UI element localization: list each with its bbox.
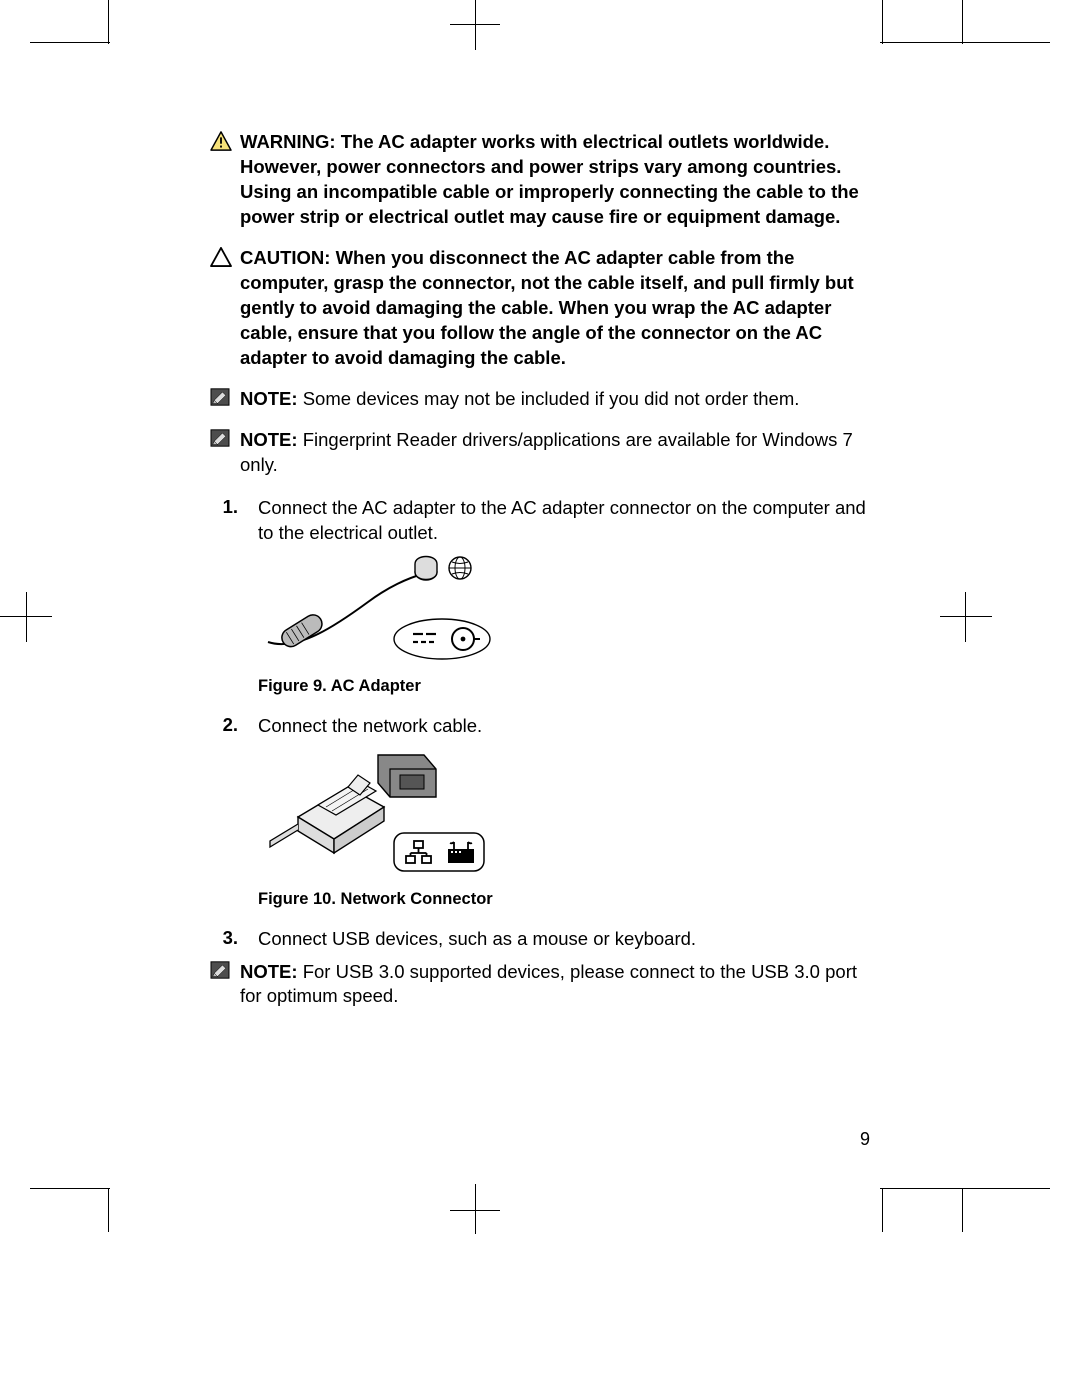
crop-mark — [962, 1188, 963, 1232]
step-2: 2. Connect the network cable. — [210, 714, 870, 739]
step-3-number: 3. — [210, 927, 258, 949]
caution-text: CAUTION: When you disconnect the AC adap… — [240, 246, 870, 371]
note2-label: NOTE: — [240, 429, 298, 450]
step-2-text: Connect the network cable. — [258, 714, 870, 739]
step-3-text: Connect USB devices, such as a mouse or … — [258, 927, 870, 952]
figure-9 — [258, 554, 870, 669]
step-3: 3. Connect USB devices, such as a mouse … — [210, 927, 870, 952]
note3-block: NOTE: For USB 3.0 supported devices, ple… — [210, 960, 870, 1010]
warning-block: WARNING: The AC adapter works with elect… — [210, 130, 870, 230]
note1-body: Some devices may not be included if you … — [298, 388, 800, 409]
note2-text: NOTE: Fingerprint Reader drivers/applica… — [240, 428, 870, 478]
crop-mark — [940, 616, 992, 617]
note2-body: Fingerprint Reader drivers/applications … — [240, 429, 853, 475]
crop-mark — [26, 592, 27, 642]
crop-mark — [960, 1188, 1050, 1189]
note-icon — [210, 428, 240, 452]
figure-9-caption: Figure 9. AC Adapter — [258, 677, 870, 696]
note-icon — [210, 387, 240, 411]
figure-10 — [258, 747, 870, 882]
crop-mark — [960, 42, 1050, 43]
crop-mark — [880, 42, 960, 43]
crop-mark — [108, 1188, 109, 1232]
warning-text: WARNING: The AC adapter works with elect… — [240, 130, 870, 230]
step-2-number: 2. — [210, 714, 258, 736]
crop-mark — [882, 0, 883, 44]
note3-body: For USB 3.0 supported devices, please co… — [240, 961, 857, 1007]
warning-label: WARNING: — [240, 131, 336, 152]
step-1-text: Connect the AC adapter to the AC adapter… — [258, 496, 870, 546]
note1-block: NOTE: Some devices may not be included i… — [210, 387, 870, 412]
crop-mark — [880, 1188, 960, 1189]
crop-mark — [108, 0, 109, 44]
note1-label: NOTE: — [240, 388, 298, 409]
step-1: 1. Connect the AC adapter to the AC adap… — [210, 496, 870, 546]
figure-10-caption: Figure 10. Network Connector — [258, 890, 870, 909]
crop-mark — [30, 1188, 110, 1189]
caution-block: CAUTION: When you disconnect the AC adap… — [210, 246, 870, 371]
page-number: 9 — [860, 1129, 870, 1150]
step-1-number: 1. — [210, 496, 258, 518]
note3-label: NOTE: — [240, 961, 298, 982]
crop-mark — [882, 1188, 883, 1232]
note3-text: NOTE: For USB 3.0 supported devices, ple… — [240, 960, 870, 1010]
crop-mark — [475, 0, 476, 50]
crop-mark — [30, 42, 110, 43]
crop-mark — [962, 0, 963, 44]
note2-block: NOTE: Fingerprint Reader drivers/applica… — [210, 428, 870, 478]
caution-icon — [210, 246, 240, 272]
crop-mark — [475, 1184, 476, 1234]
crop-mark — [965, 592, 966, 642]
warning-icon — [210, 130, 240, 156]
note1-text: NOTE: Some devices may not be included i… — [240, 387, 870, 412]
page-content: WARNING: The AC adapter works with elect… — [210, 130, 870, 1025]
caution-label: CAUTION: — [240, 247, 330, 268]
caution-body: When you disconnect the AC adapter cable… — [240, 247, 854, 368]
note-icon — [210, 960, 240, 984]
